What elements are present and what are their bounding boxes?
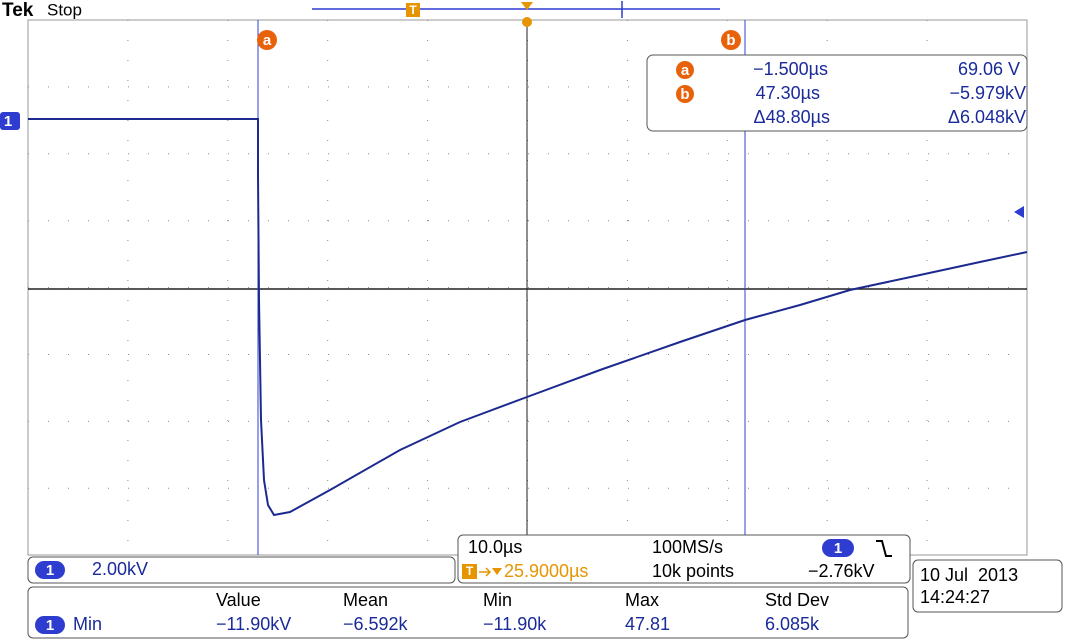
readout-delta-time: Δ48.80µs	[754, 107, 830, 127]
measurement-header: Value	[216, 590, 261, 610]
measurement-channel-pill	[35, 616, 65, 634]
readout-a-time: −1.500µs	[753, 59, 828, 79]
trigger-marker-label: T	[409, 3, 417, 17]
measurement-header: Max	[625, 590, 659, 610]
date: 10 Jul 2013	[920, 565, 1018, 585]
time: 14:24:27	[920, 587, 990, 607]
readout-a-badge	[676, 61, 694, 79]
sample-rate: 100MS/s	[652, 537, 723, 557]
cursor-a-badge	[257, 30, 277, 50]
channel-box	[27, 556, 456, 584]
measurement-value: 47.81	[625, 614, 670, 634]
readout-delta-value: Δ6.048kV	[948, 107, 1026, 127]
measurement-header: Std Dev	[765, 590, 829, 610]
measurement-value: −11.90k	[483, 614, 547, 634]
measurement-header: Mean	[343, 590, 388, 610]
trigger-position: 25.9000µs	[504, 561, 588, 581]
record-length: 10k points	[652, 561, 734, 581]
trigger-position-dot	[522, 17, 532, 27]
readout-a-label: a	[681, 62, 690, 79]
measurement-box	[27, 586, 909, 639]
falling-edge-icon	[876, 540, 892, 557]
trigger-down-icon	[492, 568, 502, 575]
channel-pill	[35, 561, 65, 579]
measurement-value: −6.592k	[343, 614, 409, 634]
trigger-channel-pill	[822, 539, 854, 557]
trigger-level-marker	[1014, 206, 1024, 218]
trigger-icon-box	[462, 564, 477, 579]
channel-scale: 2.00kV	[92, 559, 148, 579]
trigger-channel: 1	[834, 540, 842, 557]
readout-a-value: 69.06 V	[958, 59, 1020, 79]
readout-b-badge	[676, 85, 694, 103]
brand: Tek	[2, 0, 34, 21]
channel-ground-marker	[0, 112, 20, 130]
timestamp-box	[912, 559, 1063, 613]
horizontal-scale: 10.0µs	[468, 537, 522, 557]
measurement-channel: 1	[46, 617, 54, 634]
readout-b-value: −5.979kV	[949, 83, 1026, 103]
readout-b-time: 47.30µs	[756, 83, 820, 103]
horizontal-box	[457, 534, 911, 584]
trigger-level: −2.76kV	[808, 561, 875, 581]
measurement-table: Value Mean Min Max Std Dev 1 Min −11.90kV −6.592…	[35, 590, 829, 634]
status: Stop	[47, 0, 82, 19]
trigger-icon: T	[466, 564, 474, 578]
cursor-readout-box	[646, 54, 1028, 132]
measurement-value: −11.90kV	[216, 614, 291, 634]
trigger-marker	[406, 3, 420, 17]
readout-b-label: b	[680, 86, 689, 103]
measurement-name: Min	[73, 614, 102, 634]
cursor-b-label: b	[726, 32, 735, 49]
channel-number: 1	[46, 562, 54, 579]
trigger-arrow	[479, 567, 492, 577]
trigger-position-marker	[521, 2, 533, 10]
waveform-trace	[28, 118, 1028, 517]
measurement-header: Min	[483, 590, 512, 610]
channel-ground-label: 1	[4, 113, 12, 130]
cursor-a-label: a	[263, 32, 272, 49]
cursor-b-badge	[721, 30, 741, 50]
measurement-value: 6.085k	[765, 614, 820, 634]
